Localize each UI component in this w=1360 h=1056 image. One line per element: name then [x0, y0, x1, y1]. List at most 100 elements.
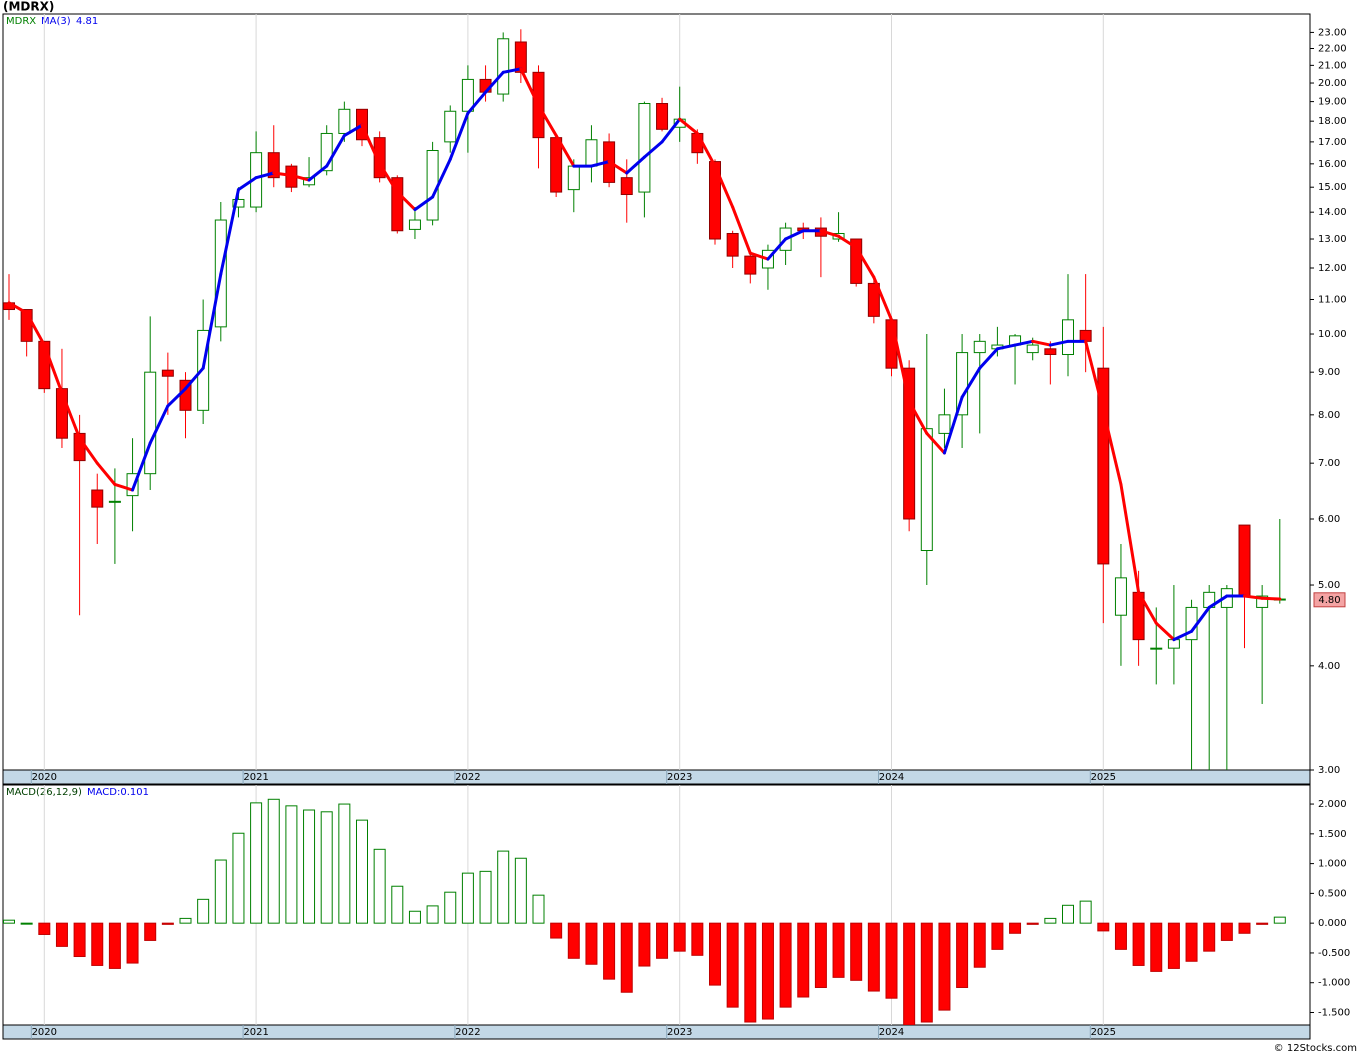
x-tick-label: 2021 — [243, 772, 268, 783]
x-tick-label: 2024 — [879, 772, 904, 783]
y-tick-label: 0.500 — [1318, 888, 1347, 899]
ma-segment — [325, 134, 346, 168]
y-tick-label: 10.00 — [1318, 329, 1347, 340]
y-tick-label: 9.00 — [1318, 367, 1340, 378]
x-tick-label: 2021 — [243, 1027, 268, 1038]
candle-body — [338, 108, 351, 134]
ma-segment — [1154, 621, 1176, 642]
macd-bar — [250, 802, 263, 924]
macd-bar — [55, 922, 68, 947]
y-tick-label: 5.00 — [1318, 580, 1340, 591]
axes: 2020 2021 2022 2023 2024 2025 3.00 4.00 5.00 6.00… — [30, 27, 1350, 1039]
ma-segment — [1013, 339, 1035, 347]
ma-segment — [378, 162, 399, 194]
candle-body — [391, 177, 404, 232]
macd-bar — [726, 922, 739, 1008]
candle-body — [408, 219, 421, 230]
y-tick-label: 11.00 — [1318, 295, 1347, 306]
macd-bar — [638, 922, 651, 967]
macd-bar — [144, 922, 157, 941]
ma-segment — [589, 160, 611, 168]
macd-bar — [1220, 922, 1233, 941]
ma-segment — [113, 482, 135, 492]
y-tick-label: 18.00 — [1318, 116, 1347, 127]
legend-macd-value: MACD:0.101 — [87, 787, 149, 798]
macd-bar — [991, 922, 1004, 950]
candle-body — [1026, 344, 1039, 354]
ma-segment — [872, 275, 893, 322]
ma-segment — [289, 173, 311, 182]
candle-body — [1238, 524, 1251, 597]
macd-bar — [426, 905, 439, 924]
ma-segment — [395, 190, 417, 212]
ma-segment — [42, 343, 64, 395]
ma-segment — [1243, 594, 1264, 600]
candle-body — [444, 110, 457, 143]
ma-segment — [519, 67, 540, 107]
macd-bar — [38, 922, 51, 935]
macd-bar — [1044, 917, 1057, 924]
last-price-label: 4.80 — [1318, 595, 1340, 606]
macd-bar — [620, 922, 633, 993]
macd-bar — [108, 922, 121, 969]
macd-bar — [814, 922, 827, 988]
macd-bar — [1167, 922, 1180, 969]
candle-body — [126, 473, 139, 497]
macd-bar — [373, 848, 386, 924]
candle-body — [161, 369, 174, 377]
ma-segment — [131, 441, 152, 492]
macd-bar — [1097, 922, 1110, 932]
ma-segment — [854, 245, 876, 279]
macd-bar — [20, 922, 33, 925]
macd-bar — [603, 922, 616, 980]
macd-bar — [850, 922, 863, 981]
ma-segment — [537, 103, 558, 138]
ma-segment — [978, 347, 999, 370]
main-year-band — [2, 769, 1311, 785]
ma-segment — [713, 164, 735, 209]
y-tick-label: 1.000 — [1318, 859, 1347, 870]
ma-segment — [360, 123, 382, 166]
macd-bar — [285, 805, 298, 924]
ma-segment — [201, 272, 223, 370]
ma-segment — [1172, 629, 1194, 642]
macd-bar — [1062, 904, 1074, 924]
ma-segment — [607, 160, 629, 175]
candle-body — [1044, 348, 1057, 356]
macd-bar — [232, 832, 245, 924]
macd-year-band — [2, 1024, 1311, 1040]
ma-segment — [1031, 339, 1052, 347]
y-tick-label: 13.00 — [1318, 234, 1347, 245]
legend-ma-value: 4.81 — [76, 16, 98, 27]
macd-bar — [673, 922, 686, 952]
ma-segment — [254, 171, 276, 180]
candle-body — [1062, 319, 1074, 356]
macd-bar — [1026, 922, 1039, 925]
y-tick-label: -0.500 — [1318, 948, 1350, 959]
ma-segment — [554, 134, 576, 168]
candle-body — [1114, 577, 1127, 616]
ma-segment — [272, 171, 293, 177]
macd-bar — [903, 922, 916, 1025]
x-tick-label: 2025 — [1091, 772, 1116, 783]
macd-bar — [1150, 922, 1163, 972]
ma-segment — [784, 229, 805, 241]
macd-bar — [514, 857, 527, 924]
macd-bar — [497, 850, 510, 924]
y-tick-label: -1.000 — [1318, 978, 1350, 989]
ma-segment — [236, 176, 258, 192]
ma-segment — [307, 164, 329, 182]
ma-segment — [642, 140, 664, 159]
ma-segment — [942, 395, 964, 455]
main-plot — [3, 14, 1286, 770]
macd-bar — [1256, 922, 1269, 925]
x-tick-label: 2020 — [32, 772, 57, 783]
ma-segment — [413, 195, 435, 212]
macd-bar — [709, 922, 721, 986]
candle-body — [514, 41, 527, 73]
y-tick-label: 1.500 — [1318, 829, 1347, 840]
x-tick-label: 2022 — [455, 772, 480, 783]
macd-bar — [73, 922, 86, 958]
candle-body — [656, 103, 669, 130]
